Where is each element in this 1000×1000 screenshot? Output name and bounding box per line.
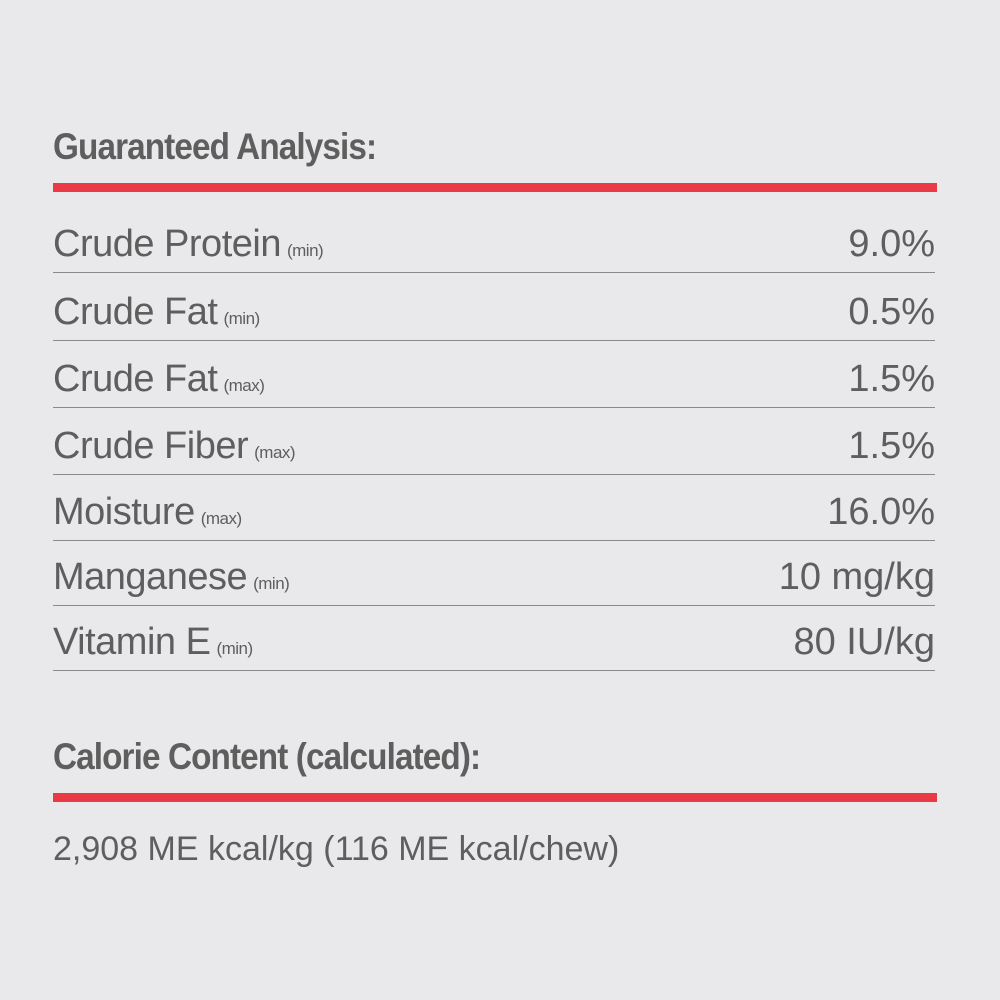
analysis-row: Crude Fiber (max) 1.5% [53, 408, 935, 475]
nutrient-value: 80 IU/kg [793, 621, 935, 663]
section-title: Calorie Content (calculated): [53, 736, 481, 777]
calorie-text: 2,908 ME kcal/kg (116 ME kcal/chew) [53, 830, 620, 868]
nutrient-value: 10 mg/kg [778, 556, 935, 598]
analysis-row: Crude Protein (min) 9.0% [53, 206, 935, 273]
nutrient-label: Moisture [53, 491, 195, 533]
qualifier: (min) [216, 639, 253, 658]
qualifier: (min) [223, 309, 260, 328]
nutrient-value: 0.5% [848, 291, 935, 333]
nutrient-label: Manganese [53, 556, 248, 598]
nutrient-name: Manganese (min) [53, 556, 290, 599]
analysis-row: Crude Fat (min) 0.5% [53, 274, 935, 341]
nutrient-value: 16.0% [827, 491, 935, 533]
analysis-row: Vitamin E (min) 80 IU/kg [53, 604, 935, 671]
analysis-row: Manganese (min) 10 mg/kg [53, 539, 935, 606]
nutrient-name: Crude Fat (max) [53, 358, 265, 401]
qualifier: (max) [200, 509, 242, 528]
nutrient-value: 1.5% [848, 425, 935, 467]
qualifier: (min) [253, 574, 290, 593]
analysis-row: Moisture (max) 16.0% [53, 474, 935, 541]
analysis-row: Crude Fat (max) 1.5% [53, 341, 935, 408]
nutrient-name: Crude Fiber (max) [53, 425, 296, 468]
nutrient-value: 1.5% [848, 358, 935, 400]
qualifier: (min) [286, 241, 324, 260]
nutrient-label: Crude Fiber [53, 425, 249, 467]
nutrient-name: Vitamin E (min) [53, 621, 253, 664]
nutrient-label: Crude Fat [53, 358, 218, 400]
nutrient-value: 9.0% [848, 223, 935, 265]
divider [53, 793, 937, 802]
divider [53, 183, 937, 192]
nutrient-label: Crude Protein [53, 223, 281, 265]
section-title: Guaranteed Analysis: [53, 126, 377, 167]
nutrient-name: Crude Fat (min) [53, 291, 260, 334]
nutrient-label: Crude Fat [53, 291, 218, 333]
nutrient-name: Moisture (max) [53, 491, 242, 534]
qualifier: (max) [254, 443, 296, 462]
nutrient-name: Crude Protein (min) [53, 223, 324, 266]
nutrient-label: Vitamin E [53, 621, 211, 663]
qualifier: (max) [223, 376, 265, 395]
